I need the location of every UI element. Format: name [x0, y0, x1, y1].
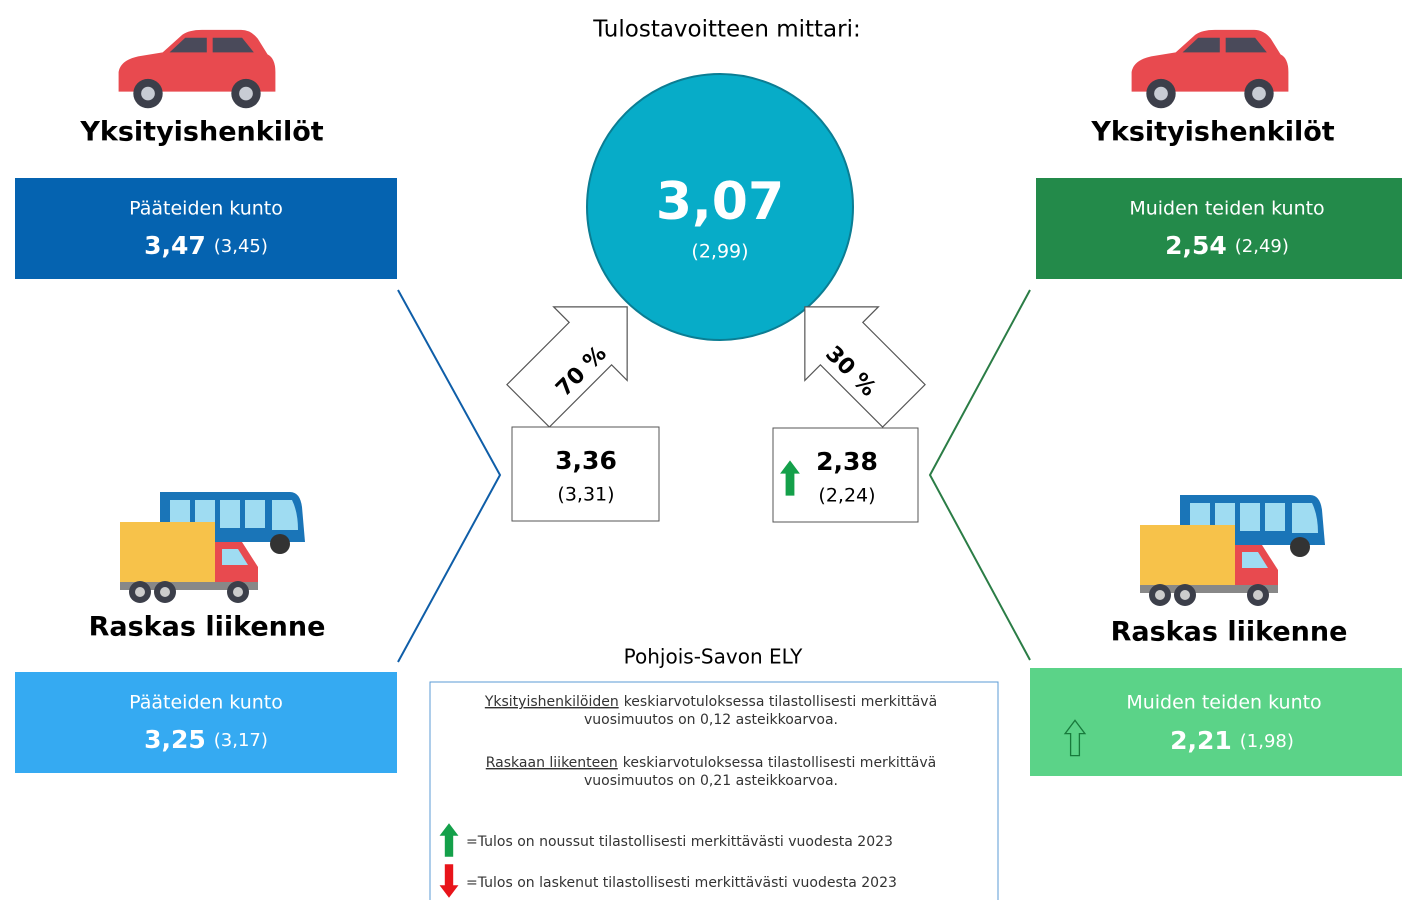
sub-box [511, 426, 660, 522]
panel-value-line: 2,54 (2,49) [1165, 231, 1289, 260]
note-subject: Raskaan liikenteen [486, 755, 618, 771]
panel-value-line: 2,21 (1,98) [1170, 726, 1294, 755]
center-previous: (2,99) [691, 241, 748, 263]
panel-value-line: 3,47 (3,45) [144, 231, 268, 260]
center-circle [586, 73, 854, 341]
note-line: vuosimuutos on 0,21 asteikkoarvoa. [584, 773, 838, 789]
panel-value: 2,54 [1165, 231, 1227, 260]
notes-box [429, 681, 999, 900]
panel-value: 2,21 [1170, 726, 1232, 755]
note-line: Yksityishenkilöiden keskiarvotuloksessa t… [484, 694, 937, 710]
title: Tulostavoitteen mittari: [592, 17, 861, 43]
note-text: keskiarvotuloksessa tilastollisesti merk… [624, 694, 937, 710]
panel [1030, 668, 1402, 776]
note-line: vuosimuutos on 0,12 asteikkoarvoa. [584, 712, 838, 728]
panel-label: Muiden teiden kunto [1126, 692, 1321, 714]
panel-previous: (3,17) [214, 730, 268, 751]
connector [397, 289, 502, 663]
region: Pohjois-Savon ELY [624, 645, 803, 669]
sub-value: 3,36 [555, 446, 617, 475]
connector [928, 289, 1031, 661]
group-heading: Yksityishenkilöt [79, 117, 323, 148]
truck-icon [120, 492, 305, 603]
sub-box [772, 427, 919, 523]
panel [1036, 178, 1402, 279]
panel-label: Pääteiden kunto [129, 692, 283, 714]
group-heading: Raskas liikenne [89, 612, 326, 643]
panel-previous: (3,45) [214, 236, 268, 257]
panel-value: 3,47 [144, 231, 206, 260]
note-subject: Yksityishenkilöiden [484, 694, 619, 710]
note-text: keskiarvotuloksessa tilastollisesti merk… [623, 755, 936, 771]
group-heading: Yksityishenkilöt [1090, 117, 1334, 148]
truck-icon [1140, 495, 1325, 606]
car-icon [118, 29, 276, 109]
panel [15, 178, 397, 279]
note-line: Raskaan liikenteen keskiarvotuloksessa ti… [486, 755, 936, 771]
panel [15, 672, 397, 773]
panel-value: 3,25 [144, 725, 206, 754]
sub-previous: (3,31) [557, 484, 614, 506]
center-value: 3,07 [656, 172, 784, 232]
panel-previous: (1,98) [1240, 731, 1294, 752]
sub-value: 2,38 [816, 447, 878, 476]
panel-value-line: 3,25 (3,17) [144, 725, 268, 754]
panel-label: Pääteiden kunto [129, 198, 283, 220]
legend-text: =Tulos on noussut tilastollisesti merkit… [466, 834, 893, 850]
panel-previous: (2,49) [1235, 236, 1289, 257]
car-icon [1131, 29, 1289, 109]
legend-text: =Tulos on laskenut tilastollisesti merki… [466, 875, 897, 891]
panel-label: Muiden teiden kunto [1129, 198, 1324, 220]
group-heading: Raskas liikenne [1111, 617, 1348, 648]
sub-previous: (2,24) [818, 485, 875, 507]
